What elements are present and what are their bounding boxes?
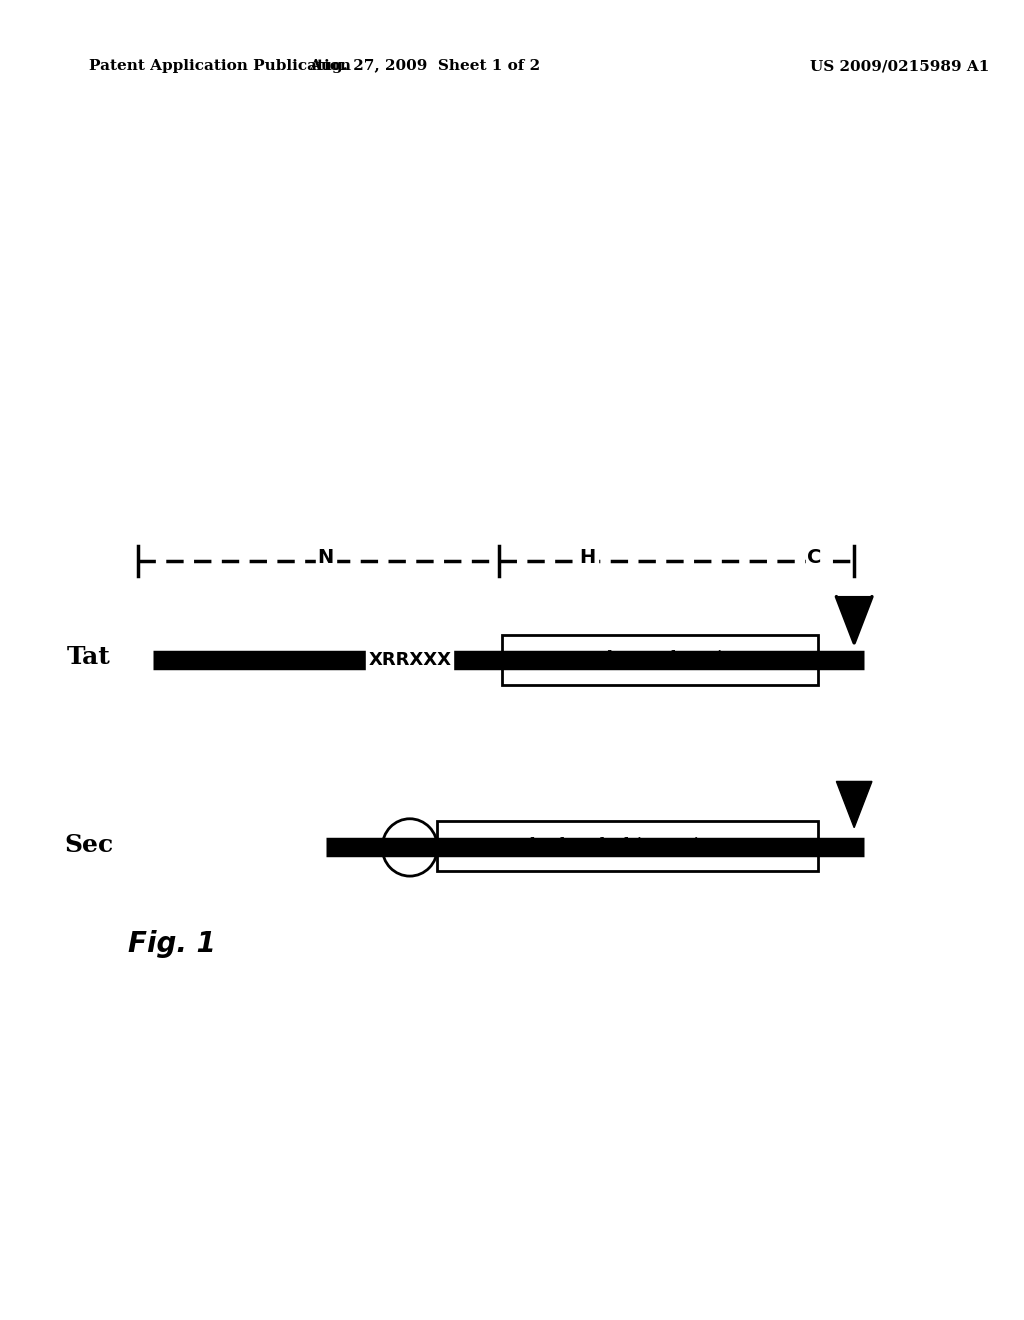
Text: Aug. 27, 2009  Sheet 1 of 2: Aug. 27, 2009 Sheet 1 of 2	[309, 59, 541, 74]
Text: H: H	[580, 548, 596, 566]
Text: Patent Application Publication: Patent Application Publication	[89, 59, 351, 74]
Text: Fig. 1: Fig. 1	[128, 929, 216, 958]
Text: Sec: Sec	[65, 833, 114, 857]
Text: Tat: Tat	[67, 645, 111, 669]
Ellipse shape	[382, 818, 437, 876]
Text: uncharged region: uncharged region	[571, 649, 748, 668]
Text: hydrophobic region: hydrophobic region	[530, 837, 724, 855]
Polygon shape	[837, 597, 872, 643]
Text: N: N	[317, 548, 334, 566]
Text: US 2009/0215989 A1: US 2009/0215989 A1	[810, 59, 989, 74]
FancyBboxPatch shape	[437, 821, 817, 871]
Text: C: C	[808, 548, 822, 566]
FancyBboxPatch shape	[502, 635, 817, 685]
Text: XRRXXX: XRRXXX	[369, 651, 452, 669]
Text: +: +	[401, 837, 419, 858]
Polygon shape	[837, 781, 872, 828]
